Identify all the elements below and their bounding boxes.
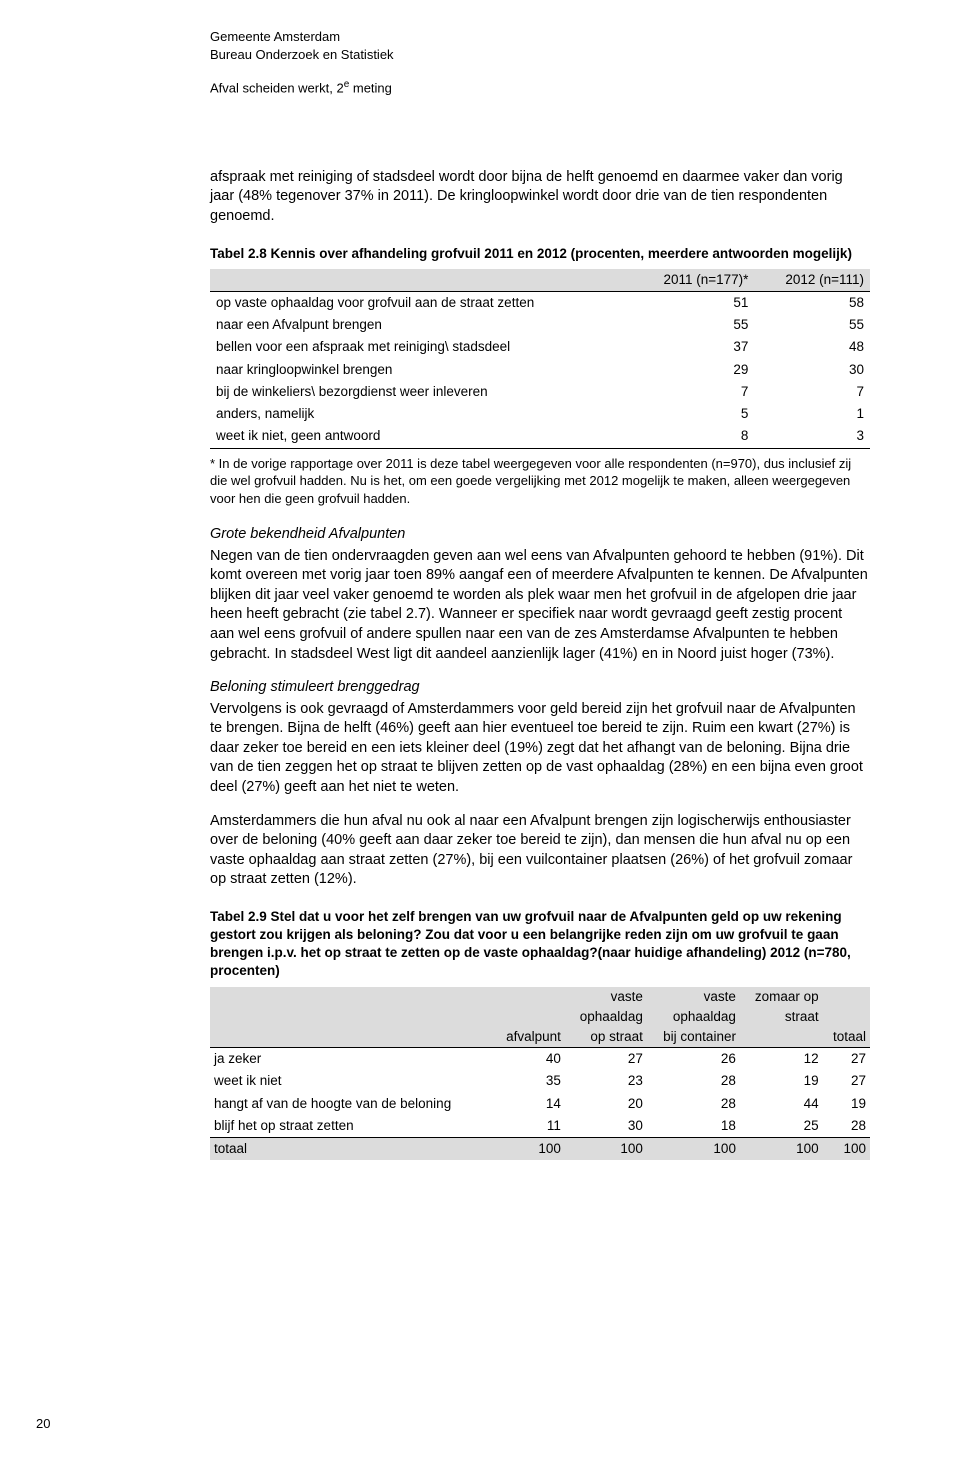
table2-cell: 44 [740,1093,823,1115]
table1-cell: 3 [754,425,870,448]
table1-col2-header: 2012 (n=111) [754,269,870,292]
table1-row-label: anders, namelijk [210,403,631,425]
table1: 2011 (n=177)* 2012 (n=111) op vaste opha… [210,269,870,449]
table1-cell: 29 [631,359,755,381]
section2-body2: Amsterdammers die hun afval nu ook al na… [210,812,870,890]
intro-paragraph: afspraak met reiniging of stadsdeel word… [210,168,870,227]
table2-col2-header-l3: op straat [565,1027,647,1048]
table1-col1-header: 2011 (n=177)* [631,269,755,292]
table2-cell: 30 [565,1115,647,1138]
table2-cell: 40 [493,1048,565,1071]
page-number: 20 [36,1415,50,1433]
table2-total-cell: 100 [647,1138,740,1161]
table2-total-cell: 100 [823,1138,870,1161]
section1-body: Negen van de tien ondervraagden geven aa… [210,547,870,664]
table1-cell: 55 [754,314,870,336]
table2-row-label: blijf het op straat zetten [210,1115,493,1138]
table1-row-label: naar een Afvalpunt brengen [210,314,631,336]
table2-total-cell: 100 [740,1138,823,1161]
table2-cell: 19 [823,1093,870,1115]
table2-col2-header-l2: ophaaldag [565,1007,647,1027]
section1-heading: Grote bekendheid Afvalpunten [210,525,870,545]
table2-row-label: ja zeker [210,1048,493,1071]
table2-cell: 28 [647,1093,740,1115]
header-line1: Gemeente Amsterdam [210,28,870,46]
table2-col3-header-l2: ophaaldag [647,1007,740,1027]
table1-row-label: bellen voor een afspraak met reiniging\ … [210,336,631,358]
page-header: Gemeente Amsterdam Bureau Onderzoek en S… [210,28,870,98]
table2-cell: 25 [740,1115,823,1138]
header-line3-pre: Afval scheiden werkt, 2 [210,81,344,96]
section2-heading: Beloning stimuleert brenggedrag [210,678,870,698]
table1-footnote: * In de vorige rapportage over 2011 is d… [210,455,870,508]
table1-cell: 51 [631,292,755,315]
table1-row-label: op vaste ophaaldag voor grofvuil aan de … [210,292,631,315]
table2-cell: 20 [565,1093,647,1115]
table1-cell: 58 [754,292,870,315]
table2-col3-header-l3: bij container [647,1027,740,1048]
table2-col2-header-l1: vaste [565,987,647,1007]
table2-cell: 35 [493,1070,565,1092]
table2-cell: 23 [565,1070,647,1092]
table1-row-label: bij de winkeliers\ bezorgdienst weer inl… [210,381,631,403]
table1-cell: 30 [754,359,870,381]
table1-row-label: naar kringloopwinkel brengen [210,359,631,381]
table2-row-label: weet ik niet [210,1070,493,1092]
table2-total-cell: 100 [493,1138,565,1161]
section2-body1: Vervolgens is ook gevraagd of Amsterdamm… [210,700,870,798]
table2-empty-header [210,987,493,1007]
table2-cell: 19 [740,1070,823,1092]
table2-col5-header: totaal [823,1027,870,1048]
table1-cell: 8 [631,425,755,448]
table2-cell: 28 [823,1115,870,1138]
table2-col4-header-l1: zomaar op [740,987,823,1007]
table2-cell: 14 [493,1093,565,1115]
table1-row-label: weet ik niet, geen antwoord [210,425,631,448]
table2-col1-header [493,987,565,1007]
table2: vaste vaste zomaar op ophaaldag ophaalda… [210,987,870,1161]
table1-cell: 7 [754,381,870,403]
table1-caption: Tabel 2.8 Kennis over afhandeling grofvu… [210,245,870,263]
table1-cell: 5 [631,403,755,425]
table2-row-label: hangt af van de hoogte van de beloning [210,1093,493,1115]
table2-caption: Tabel 2.9 Stel dat u voor het zelf breng… [210,908,870,981]
table2-cell: 27 [823,1070,870,1092]
header-line3-post: meting [349,81,392,96]
table1-cell: 7 [631,381,755,403]
table1-cell: 48 [754,336,870,358]
table2-col1-header: afvalpunt [493,1027,565,1048]
table2-cell: 26 [647,1048,740,1071]
table2-cell: 27 [565,1048,647,1071]
table2-col4-header-l2: straat [740,1007,823,1027]
table2-cell: 28 [647,1070,740,1092]
table2-total-cell: 100 [565,1138,647,1161]
header-line3: Afval scheiden werkt, 2e meting [210,78,870,98]
table2-cell: 18 [647,1115,740,1138]
table2-cell: 11 [493,1115,565,1138]
table1-cell: 1 [754,403,870,425]
table1-cell: 55 [631,314,755,336]
table2-total-label: totaal [210,1138,493,1161]
table2-cell: 27 [823,1048,870,1071]
table2-cell: 12 [740,1048,823,1071]
table1-empty-header [210,269,631,292]
table2-col3-header-l1: vaste [647,987,740,1007]
table1-cell: 37 [631,336,755,358]
table2-col5-header [823,987,870,1007]
header-line2: Bureau Onderzoek en Statistiek [210,46,870,64]
